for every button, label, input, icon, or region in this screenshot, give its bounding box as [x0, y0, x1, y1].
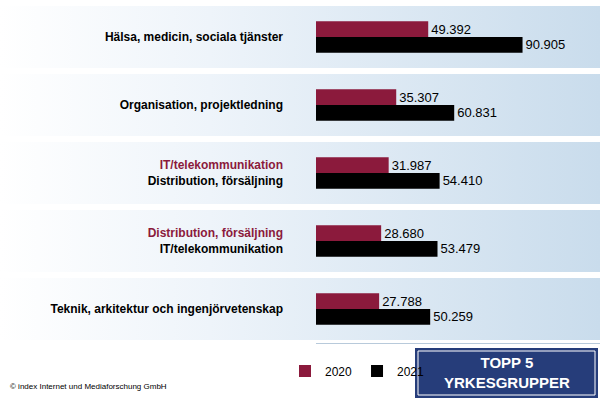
svg-text:© index Internet und Mediafors: © index Internet und Mediaforschung GmbH	[10, 382, 167, 391]
svg-text:Distribution, försäljningIT/te: Distribution, försäljningIT/telekommunik…	[148, 226, 283, 256]
svg-text:2020: 2020	[325, 365, 352, 379]
svg-text:31.987: 31.987	[392, 158, 432, 173]
svg-text:27.788: 27.788	[382, 294, 422, 309]
svg-text:IT/telekommunikationDistributi: IT/telekommunikationDistribution, försäl…	[148, 158, 283, 188]
svg-text:60.831: 60.831	[457, 105, 497, 120]
svg-text:54.410: 54.410	[443, 173, 483, 188]
svg-text:Teknik, arkitektur och ingenjö: Teknik, arkitektur och ingenjörvetenskap	[50, 302, 283, 316]
svg-text:28.680: 28.680	[384, 226, 424, 241]
svg-text:TOPP 5YRKESGRUPPER: TOPP 5YRKESGRUPPER	[444, 354, 570, 391]
svg-text:Hälsa, medicin, sociala tjänst: Hälsa, medicin, sociala tjänster	[105, 30, 283, 44]
svg-text:53.479: 53.479	[441, 241, 481, 256]
svg-text:49.392: 49.392	[431, 22, 471, 37]
svg-text:2021: 2021	[397, 365, 424, 379]
svg-text:Organisation, projektledning: Organisation, projektledning	[120, 98, 283, 112]
svg-text:35.307: 35.307	[399, 90, 439, 105]
svg-text:50.259: 50.259	[433, 309, 473, 324]
svg-text:90.905: 90.905	[526, 37, 566, 52]
